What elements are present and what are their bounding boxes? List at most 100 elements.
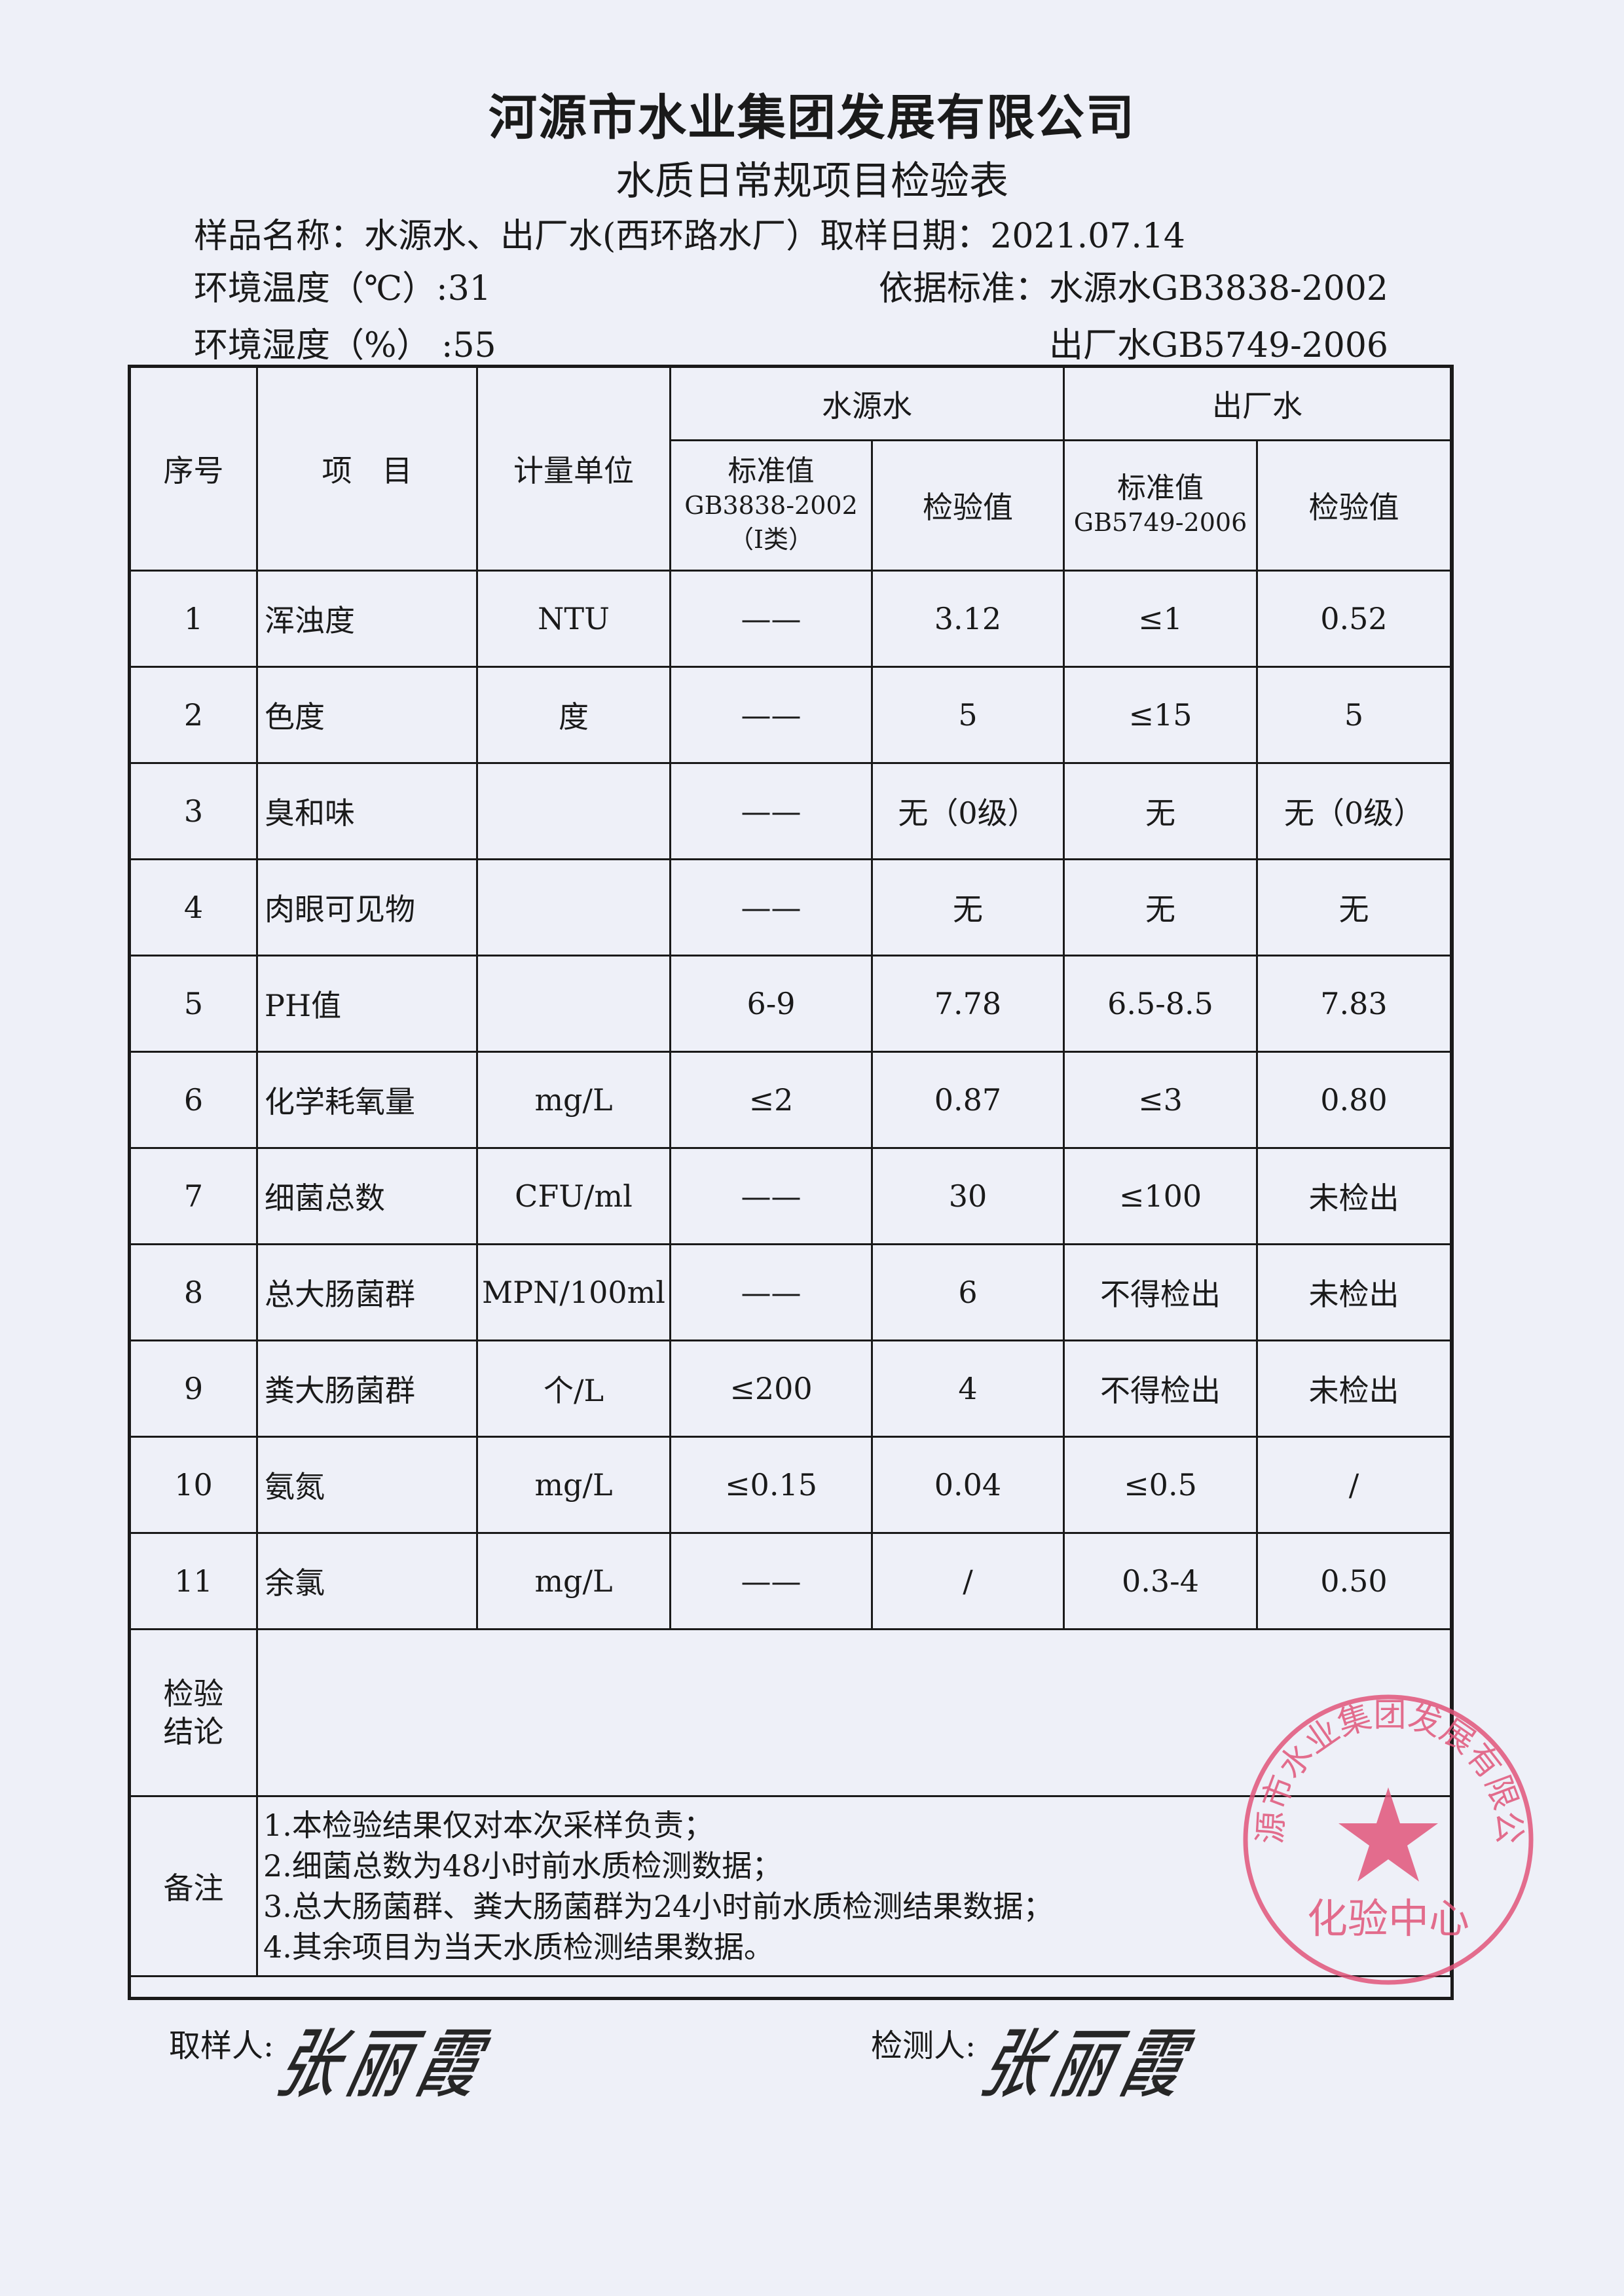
header-source-value: 检验值 bbox=[871, 439, 1065, 572]
conclusion-value bbox=[256, 1628, 1452, 1797]
temperature: 环境温度（℃）:31 bbox=[194, 269, 491, 308]
table-row: 4 肉眼可见物 —— 无无无 bbox=[129, 858, 1452, 957]
cell-src-val: 4 bbox=[871, 1339, 1065, 1438]
cell-src-val: 5 bbox=[871, 666, 1065, 764]
cell-unit: 个/L bbox=[476, 1339, 671, 1438]
cell-no: 3 bbox=[129, 762, 258, 860]
form-title: 水质日常规项目检验表 bbox=[616, 158, 1008, 204]
cell-item: 粪大肠菌群 bbox=[256, 1339, 478, 1438]
header-no: 序号 bbox=[129, 366, 258, 572]
table-row: 7 细菌总数 CFU/ml —— 30 ≤100 未检出 bbox=[129, 1147, 1452, 1245]
cell-item: 浑浊度 bbox=[256, 570, 478, 668]
header-finished-standard: 标准值 GB5749-2006 bbox=[1063, 439, 1258, 572]
tester-signature: 张丽霞 bbox=[972, 2020, 1203, 2109]
cell-fin-std: ≤3 bbox=[1063, 1051, 1258, 1149]
remark-2: 2.细菌总数为48小时前水质检测数据； bbox=[263, 1848, 783, 1884]
stamp-center-text: 化验中心 bbox=[1307, 1895, 1469, 1942]
cell-src-val: 0.87 bbox=[871, 1051, 1065, 1149]
cell-src-std: ≤0.15 bbox=[669, 1436, 873, 1534]
cell-fin-std: ≤100 bbox=[1063, 1147, 1258, 1245]
cell-fin-val: 未检出 bbox=[1256, 1339, 1452, 1438]
cell-src-val: 30 bbox=[871, 1147, 1065, 1245]
cell-src-val: 6 bbox=[871, 1243, 1065, 1341]
cell-no: 5 bbox=[129, 955, 258, 1053]
cell-item: 肉眼可见物 bbox=[256, 858, 478, 957]
cell-no: 9 bbox=[129, 1339, 258, 1438]
table-row: 2 色度度 —— 5 ≤15 5 bbox=[129, 666, 1452, 764]
table-row: 10 氨氮 mg/L ≤0.15 0.04 ≤0.5/ bbox=[129, 1436, 1452, 1534]
cell-fin-val: 7.83 bbox=[1256, 955, 1452, 1053]
cell-unit bbox=[476, 858, 671, 957]
cell-unit: 度 bbox=[476, 666, 671, 764]
cell-src-val: / bbox=[871, 1532, 1065, 1630]
conclusion-label: 检验 结论 bbox=[129, 1628, 258, 1797]
table-row: 3 臭和味 —— 无（0级）无无（0级） bbox=[129, 762, 1452, 860]
header-finished-water: 出厂水 bbox=[1063, 366, 1452, 441]
cell-src-std: ≤2 bbox=[669, 1051, 873, 1149]
cell-fin-std: 无 bbox=[1063, 762, 1258, 860]
cell-item: PH值 bbox=[256, 955, 478, 1053]
conclusion-label-2: 结论 bbox=[163, 1714, 224, 1749]
cell-src-std: —— bbox=[669, 762, 873, 860]
header-finished-value: 检验值 bbox=[1256, 439, 1452, 572]
cell-item: 余氯 bbox=[256, 1532, 478, 1630]
table-row: 8 总大肠菌群 MPN/100ml —— 6 不得检出 未检出 bbox=[129, 1243, 1452, 1341]
star-icon bbox=[1338, 1787, 1438, 1882]
cell-src-val: 0.04 bbox=[871, 1436, 1065, 1534]
cell-fin-std: ≤15 bbox=[1063, 666, 1258, 764]
header-source-water: 水源水 bbox=[669, 366, 1065, 441]
tester-label: 检测人: bbox=[871, 2028, 976, 2064]
inspection-table: 序号 项 目 计量单位 水源水 出厂水 标准值 GB3838-2002 （Ⅰ类）… bbox=[129, 366, 1452, 1977]
cell-src-std: —— bbox=[669, 1147, 873, 1245]
cell-unit: mg/L bbox=[476, 1051, 671, 1149]
cell-fin-std: ≤0.5 bbox=[1063, 1436, 1258, 1534]
cell-unit bbox=[476, 955, 671, 1053]
cell-fin-val: 未检出 bbox=[1256, 1147, 1452, 1245]
cell-no: 11 bbox=[129, 1532, 258, 1630]
cell-fin-val: / bbox=[1256, 1436, 1452, 1534]
source-std-class: （Ⅰ类） bbox=[728, 525, 813, 554]
table-row: 11 余氯 mg/L ——/0.3-4 0.50 bbox=[129, 1532, 1452, 1630]
cell-fin-val: 0.50 bbox=[1256, 1532, 1452, 1630]
cell-no: 2 bbox=[129, 666, 258, 764]
cell-fin-val: 无（0级） bbox=[1256, 762, 1452, 860]
remark-1: 1.本检验结果仅对本次采样负责； bbox=[263, 1808, 714, 1843]
cell-fin-std: 0.3-4 bbox=[1063, 1532, 1258, 1630]
cell-unit: MPN/100ml bbox=[476, 1243, 671, 1341]
cell-unit: NTU bbox=[476, 570, 671, 668]
cell-fin-val: 0.80 bbox=[1256, 1051, 1452, 1149]
cell-fin-std: 6.5-8.5 bbox=[1063, 955, 1258, 1053]
cell-src-val: 7.78 bbox=[871, 955, 1065, 1053]
source-std-code: GB3838-2002 bbox=[684, 491, 858, 520]
finished-std-code: GB5749-2006 bbox=[1073, 508, 1247, 537]
sample-name-date: 样品名称：水源水、出厂水(西环路水厂）取样日期：2021.07.14 bbox=[194, 217, 1186, 256]
cell-no: 10 bbox=[129, 1436, 258, 1534]
header-unit: 计量单位 bbox=[476, 366, 671, 572]
standard-source: 依据标准：水源水GB3838-2002 bbox=[879, 269, 1388, 308]
official-stamp: 河源市水业集团发展有限公司 化验中心 bbox=[1238, 1689, 1534, 1985]
cell-item: 化学耗氧量 bbox=[256, 1051, 478, 1149]
cell-no: 8 bbox=[129, 1243, 258, 1341]
cell-src-val: 无（0级） bbox=[871, 762, 1065, 860]
cell-fin-std: 不得检出 bbox=[1063, 1243, 1258, 1341]
remark-3: 3.总大肠菌群、粪大肠菌群为24小时前水质检测结果数据； bbox=[263, 1889, 1054, 1924]
standard-finished: 出厂水GB5749-2006 bbox=[1049, 326, 1388, 365]
cell-item: 臭和味 bbox=[256, 762, 478, 860]
cell-item: 细菌总数 bbox=[256, 1147, 478, 1245]
cell-src-std: —— bbox=[669, 666, 873, 764]
cell-unit: CFU/ml bbox=[476, 1147, 671, 1245]
cell-no: 1 bbox=[129, 570, 258, 668]
table-row: 9 粪大肠菌群 个/L ≤200 4 不得检出 未检出 bbox=[129, 1339, 1452, 1438]
cell-src-std: —— bbox=[669, 1532, 873, 1630]
table-row: 5 PH值 6-9 7.78 6.5-8.5 7.83 bbox=[129, 955, 1452, 1053]
cell-fin-std: 不得检出 bbox=[1063, 1339, 1258, 1438]
cell-unit bbox=[476, 762, 671, 860]
cell-src-val: 3.12 bbox=[871, 570, 1065, 668]
cell-unit: mg/L bbox=[476, 1436, 671, 1534]
cell-no: 7 bbox=[129, 1147, 258, 1245]
cell-src-std: 6-9 bbox=[669, 955, 873, 1053]
cell-item: 总大肠菌群 bbox=[256, 1243, 478, 1341]
cell-src-std: —— bbox=[669, 1243, 873, 1341]
company-name: 河源市水业集团发展有限公司 bbox=[489, 90, 1135, 146]
cell-src-std: ≤200 bbox=[669, 1339, 873, 1438]
